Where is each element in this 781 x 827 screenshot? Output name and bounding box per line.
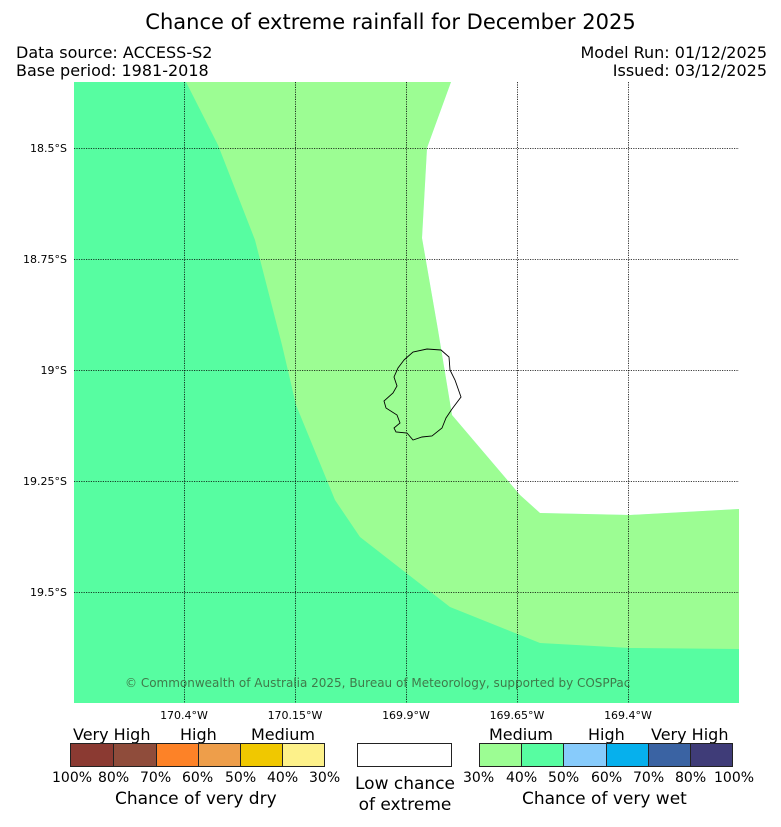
data-source: Data source: ACCESS-S2: [16, 43, 213, 62]
dry-swatch-70-60: [156, 743, 199, 767]
legend-wet-caption: Chance of very wet: [522, 789, 687, 809]
dry-pct: 100%: [52, 770, 93, 786]
dry-pct: 50%: [225, 770, 257, 786]
lat-label: 18.5°S: [30, 142, 67, 155]
legend-dry-high: High: [180, 725, 217, 744]
lat-label: 19.5°S: [30, 586, 67, 599]
wet-pct: 70%: [633, 770, 665, 786]
wet-pct: 80%: [675, 770, 707, 786]
wet-swatch-30-40: [479, 743, 522, 767]
lat-label: 19°S: [40, 364, 67, 377]
island-outline: [383, 348, 462, 441]
base-period: Base period: 1981-2018: [16, 61, 209, 80]
wet-swatch-70-80: [648, 743, 691, 767]
region-wet-30-40: [186, 82, 739, 649]
lon-label: 170.4°W: [160, 709, 208, 722]
legend-wet-very-high: Very High: [651, 725, 729, 744]
dry-pct: 80%: [98, 770, 130, 786]
low-chance-swatch: [357, 743, 452, 767]
dry-swatch-40-30: [282, 743, 325, 767]
wet-pct: 40%: [506, 770, 538, 786]
wet-swatch-60-70: [606, 743, 649, 767]
dry-pct: 60%: [182, 770, 214, 786]
wet-pct: 60%: [591, 770, 623, 786]
dry-swatch-50-40: [240, 743, 283, 767]
dry-pct: 40%: [267, 770, 299, 786]
low-chance-caption-2: of extreme: [358, 795, 452, 815]
lon-label: 169.65°W: [489, 709, 545, 722]
dry-swatch-60-50: [198, 743, 241, 767]
lon-label: 170.15°W: [267, 709, 323, 722]
wet-pct: 30%: [463, 770, 495, 786]
lon-label: 169.4°W: [604, 709, 652, 722]
wet-pct: 100%: [714, 770, 755, 786]
wet-swatch-50-60: [563, 743, 607, 767]
issued-date: Issued: 03/12/2025: [612, 61, 767, 80]
dry-swatch-100-80: [70, 743, 114, 767]
legend-dry-caption: Chance of very dry: [115, 789, 277, 809]
dry-pct: 70%: [140, 770, 172, 786]
dry-swatch-80-70: [113, 743, 157, 767]
legend-wet-high: High: [588, 725, 625, 744]
wet-pct: 50%: [548, 770, 580, 786]
legend-dry-medium: Medium: [251, 725, 315, 744]
copyright-notice: © Commonwealth of Australia 2025, Bureau…: [125, 676, 631, 690]
low-chance-caption-1: Low chance: [355, 774, 455, 794]
map-title: Chance of extreme rainfall for December …: [145, 10, 636, 34]
legend-wet-medium: Medium: [489, 725, 553, 744]
lat-label: 18.75°S: [23, 253, 67, 266]
dry-pct: 30%: [309, 770, 341, 786]
model-run: Model Run: 01/12/2025: [580, 43, 768, 62]
legend-dry-very-high: Very High: [73, 725, 151, 744]
graticule: [74, 82, 739, 703]
lon-label: 169.9°W: [382, 709, 430, 722]
wet-swatch-80-100: [690, 743, 733, 767]
wet-swatch-40-50: [521, 743, 564, 767]
region-low-chance: [422, 82, 739, 515]
lat-label: 19.25°S: [23, 475, 67, 488]
